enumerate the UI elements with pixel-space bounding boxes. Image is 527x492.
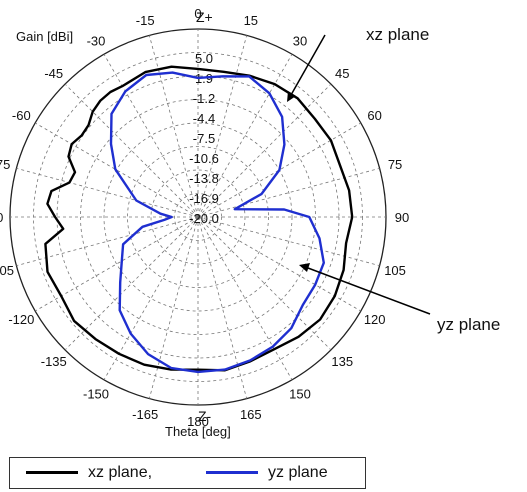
angle-tick-label: 60: [367, 108, 381, 123]
grid-spoke: [197, 83, 332, 218]
legend-entry-yz: yz plane: [206, 464, 328, 482]
angle-tick-label: 120: [364, 312, 386, 327]
x-axis-label: Theta [deg]: [165, 424, 231, 439]
grid-spoke: [197, 122, 362, 218]
grid-spoke: [148, 35, 199, 218]
angle-tick-label: -45: [44, 66, 63, 81]
series-lines: [44, 65, 354, 374]
annotation-yz-arrowhead: [299, 263, 310, 272]
angle-tick-label: -165: [132, 407, 158, 422]
angle-tick-label: 90: [395, 210, 409, 225]
radial-tick-label: -4.4: [193, 111, 215, 126]
grid-spoke: [64, 216, 199, 351]
angle-tick-label: 165: [240, 407, 262, 422]
angle-tick-label: 135: [331, 354, 353, 369]
grid-spoke: [197, 216, 380, 267]
z-minus-label: Z-: [198, 408, 212, 424]
radial-tick-label: -10.6: [189, 151, 219, 166]
grid-ring: [103, 122, 293, 312]
grid-spoke: [34, 216, 199, 312]
series-line-yz: [109, 71, 325, 374]
annotation-xz-arrowhead: [287, 91, 296, 102]
angle-tick-label: -90: [0, 210, 3, 225]
grid-ring: [174, 193, 222, 241]
radial-tick-label: 5.0: [195, 51, 213, 66]
grid-spoke: [197, 216, 362, 312]
grid-spoke: [197, 167, 380, 218]
annotation-yz-plane: yz plane: [437, 315, 500, 334]
angle-tick-label: 45: [335, 66, 349, 81]
angle-tick-label: 105: [384, 263, 406, 278]
angle-tick-label: 30: [293, 33, 307, 48]
grid-ring: [150, 169, 246, 265]
radial-tick-label: -13.8: [189, 171, 219, 186]
annotation-xz-plane: xz plane: [366, 25, 429, 44]
radial-tick-label: -16.9: [189, 191, 219, 206]
grid-spoke: [197, 53, 293, 218]
grid-ring: [127, 146, 269, 288]
radial-tick-label: -7.5: [193, 131, 215, 146]
legend-label-xz: xz plane,: [88, 464, 153, 481]
grid-spoke: [16, 167, 199, 218]
series-line-xz: [44, 65, 354, 372]
angle-tick-labels: 0 15 30 45 60 75 90 105 120 135 150 165 180 -15 -30 -45…: [0, 6, 409, 429]
grid-spoke: [34, 122, 199, 218]
angle-tick-label: -75: [0, 157, 10, 172]
angle-tick-label: 150: [289, 387, 311, 402]
grid-spoke: [64, 83, 199, 218]
angle-tick-label: -105: [0, 263, 14, 278]
angle-tick-label: -120: [8, 312, 34, 327]
legend-swatch-xz: [26, 471, 78, 475]
grid-spoke: [197, 216, 293, 381]
angle-tick-label: 75: [388, 157, 402, 172]
angle-tick-label: 0: [194, 6, 201, 21]
grid-spoke: [197, 35, 248, 218]
angle-tick-label: 180: [187, 414, 209, 429]
angle-tick-label: -15: [136, 13, 155, 28]
y-axis-label: Gain [dBi]: [16, 29, 73, 44]
polar-grid: [9, 28, 387, 406]
angle-tick-label: -150: [83, 387, 109, 402]
radial-tick-label: -20.0: [189, 211, 219, 226]
grid-spoke: [103, 216, 199, 381]
grid-spoke: [197, 216, 248, 399]
angle-tick-label: -60: [12, 108, 31, 123]
annotation-yz-arrow: [307, 267, 431, 315]
legend-label-yz: yz plane: [268, 464, 328, 481]
legend: xz plane, yz plane: [9, 457, 366, 489]
legend-swatch-yz: [206, 471, 258, 475]
radial-tick-labels: 5.01.9-1.2-4.4-7.5-10.6-13.8-16.9-20.0: [189, 51, 219, 226]
annotation-xz-arrow: [290, 34, 326, 96]
grid-spoke: [103, 53, 199, 218]
angle-tick-label: 15: [244, 13, 258, 28]
legend-entry-xz: xz plane,: [26, 464, 152, 482]
angle-tick-label: -135: [41, 354, 67, 369]
angle-tick-label: -30: [87, 33, 106, 48]
grid-ring: [80, 99, 316, 335]
z-plus-label: Z+: [196, 9, 213, 25]
radial-tick-label: -1.2: [193, 91, 215, 106]
